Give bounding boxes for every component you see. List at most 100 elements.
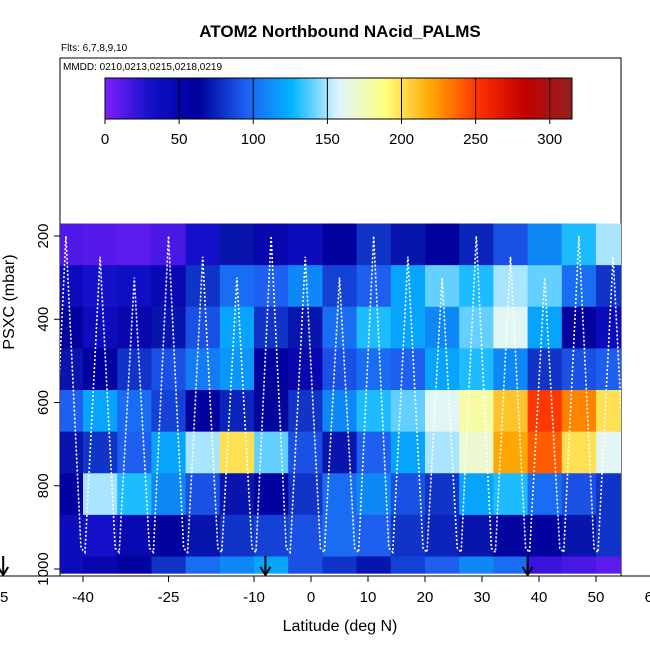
heatmap-cell: [117, 514, 152, 558]
heatmap-cell: [596, 514, 621, 558]
heatmap-cell: [0, 348, 15, 390]
heatmap-cell: [151, 306, 187, 349]
heatmap-cell: [288, 390, 323, 433]
heatmap-cell: [151, 390, 187, 433]
heatmap-cell: [561, 306, 597, 349]
heatmap-cell: [185, 306, 221, 349]
heatmap-cell: [322, 306, 358, 349]
heatmap-cell: [0, 515, 15, 557]
x-tick-label: -55: [0, 589, 8, 606]
heatmap-cell: [527, 306, 563, 349]
heatmap-cell: [356, 390, 392, 433]
heatmap-cell: [493, 556, 529, 574]
colorbar-tick-label: 100: [241, 131, 266, 148]
heatmap-cell: [390, 514, 426, 558]
heatmap-layer: [0, 223, 650, 574]
heatmap-cell: [527, 431, 563, 474]
x-tick-label: -10: [243, 589, 265, 606]
heatmap-cell: [83, 223, 118, 266]
heatmap-cell: [117, 306, 152, 349]
heatmap-cell: [60, 556, 84, 574]
heatmap-cell: [15, 432, 50, 474]
heatmap-cell: [527, 265, 563, 308]
heatmap-cell: [390, 390, 426, 433]
heatmap-cell: [117, 390, 152, 433]
heatmap-cell: [459, 556, 494, 574]
heatmap-cell: [83, 265, 118, 308]
profile-marker-arrowhead: [259, 566, 272, 577]
heatmap-cell: [15, 515, 50, 557]
heatmap-cell: [630, 473, 650, 515]
x-tick-label: -25: [158, 589, 180, 606]
x-tick-label: 20: [417, 589, 434, 606]
heatmap-cell: [356, 306, 392, 349]
heatmap-cell: [425, 223, 460, 266]
heatmap-cell: [288, 431, 323, 474]
heatmap-cell: [459, 265, 494, 308]
x-tick-label: 40: [531, 589, 548, 606]
heatmap-cell: [561, 431, 597, 474]
heatmap-cell: [390, 223, 426, 266]
heatmap-cell: [60, 223, 84, 266]
heatmap-cell: [356, 265, 392, 308]
heatmap-cell: [83, 431, 118, 474]
heatmap-cell: [0, 432, 15, 474]
flights-note: Flts: 6,7,8,9,10: [61, 43, 128, 54]
heatmap-cell: [219, 348, 255, 391]
heatmap-cell: [630, 348, 650, 390]
heatmap-cell: [83, 514, 118, 558]
heatmap-cell: [425, 306, 460, 349]
heatmap-cell: [596, 306, 621, 349]
profile-markers: [0, 556, 534, 577]
heatmap-cell: [356, 431, 392, 474]
heatmap-cell: [630, 390, 650, 432]
heatmap-cell: [459, 514, 494, 558]
heatmap-cell: [356, 223, 392, 266]
chart-title: ATOM2 Northbound NAcid_PALMS: [199, 22, 480, 41]
heatmap-cell: [425, 348, 460, 391]
heatmap-cell: [219, 556, 255, 574]
heatmap-cell: [15, 265, 50, 307]
heatmap-cell: [493, 431, 529, 474]
heatmap-cell: [527, 390, 563, 433]
heatmap-cell: [561, 514, 597, 558]
flight-track-layer: [60, 235, 621, 555]
heatmap-cell: [493, 390, 529, 433]
heatmap-cell: [83, 390, 118, 433]
heatmap-cell: [596, 556, 621, 574]
heatmap-cell: [60, 514, 84, 558]
colorbar-ticks: 0 50 100 150 200 250 300: [101, 78, 562, 148]
heatmap-cell: [288, 265, 323, 308]
heatmap-cell: [117, 556, 152, 574]
heatmap-cell: [254, 223, 289, 266]
colorbar-tick-label: 150: [315, 131, 340, 148]
heatmap-cell: [219, 223, 255, 266]
heatmap-cell: [425, 514, 460, 558]
heatmap-cell: [185, 348, 221, 391]
heatmap-cell: [254, 265, 289, 308]
colorbar-tick-label: 50: [171, 131, 188, 148]
heatmap-cell: [185, 390, 221, 433]
heatmap-cell: [322, 390, 358, 433]
heatmap-cell: [527, 514, 563, 558]
heatmap-cell: [561, 390, 597, 433]
profile-marker-arrowhead: [521, 566, 534, 577]
heatmap-cell: [322, 348, 358, 391]
y-tick-label: 800: [35, 473, 52, 498]
heatmap-cell: [493, 514, 529, 558]
heatmap-cell: [254, 556, 289, 574]
y-tick-label: 600: [35, 390, 52, 415]
y-tick-label: 200: [35, 223, 52, 248]
heatmap-cell: [254, 431, 289, 474]
heatmap-cell: [322, 431, 358, 474]
x-tick-label: 0: [307, 589, 315, 606]
heatmap-cell: [83, 306, 118, 349]
heatmap-cell: [527, 348, 563, 391]
heatmap-cell: [219, 431, 255, 474]
heatmap-cell: [425, 390, 460, 433]
heatmap-cell: [425, 556, 460, 574]
heatmap-cell: [254, 348, 289, 391]
heatmap-cell: [322, 514, 358, 558]
heatmap-cell: [219, 390, 255, 433]
